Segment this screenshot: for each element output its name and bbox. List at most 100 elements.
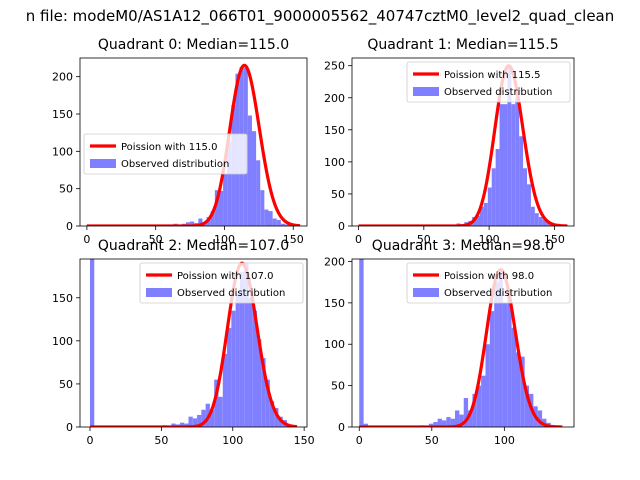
legend-label-observed: Observed distribution: [121, 159, 229, 170]
y-tick-label: 250: [324, 60, 345, 73]
histogram-bar: [476, 215, 480, 226]
histogram-bar: [515, 352, 521, 427]
subplot-quadrant-3: Quadrant 3: Median=98.0 0 50 100 0 50 100 150 20…: [324, 238, 575, 447]
histogram-bar: [218, 190, 224, 226]
histogram-bar: [363, 423, 368, 427]
y-tick-label: 100: [52, 145, 73, 158]
subplot-quadrant-2: Quadrant 2: Median=107.0 0 50 100 150 0 50 100 1…: [52, 238, 315, 447]
histogram-bar: [198, 218, 203, 226]
histogram-bar: [489, 311, 495, 427]
x-tick-label: 100: [479, 233, 500, 246]
histogram-bar: [251, 131, 257, 226]
histogram-bar: [179, 422, 185, 427]
histogram-bar: [534, 213, 539, 226]
x-tick-label: 50: [154, 434, 168, 447]
y-tick-label: 0: [66, 421, 73, 434]
y-tick-label: 100: [324, 338, 345, 351]
histogram-bar: [222, 353, 228, 427]
histogram-bar: [511, 104, 516, 226]
y-tick-label: 200: [324, 255, 345, 268]
y-tick-label: 0: [66, 220, 73, 233]
histogram-bar: [248, 297, 253, 427]
histogram-bar: [247, 115, 252, 226]
y-tick-label: 150: [52, 292, 73, 305]
histogram-bar: [538, 217, 543, 226]
legend-box: [83, 133, 248, 175]
histogram-bar: [503, 104, 508, 226]
histogram-bar: [472, 393, 477, 427]
legend-bar-swatch: [90, 159, 116, 168]
histogram-bar: [261, 358, 266, 427]
legend-label-observed: Observed distribution: [444, 87, 552, 98]
x-tick-label: 100: [222, 434, 243, 447]
histogram-bar: [223, 173, 228, 226]
histogram-bar: [264, 209, 269, 226]
histogram-bar: [171, 423, 176, 427]
poisson-fit-line: [358, 267, 564, 427]
y-tick-label: 50: [59, 183, 73, 196]
legend: Poission with 115.5 Observed distribution: [406, 61, 571, 103]
x-tick-label: 100: [494, 434, 515, 447]
y-tick-label: 150: [324, 124, 345, 137]
histogram-bar: [239, 271, 245, 427]
poisson-fit-line: [357, 64, 569, 226]
histogram-bar: [463, 398, 469, 427]
histogram-bar: [256, 160, 261, 226]
histogram-bar: [185, 222, 191, 226]
x-tick-label: 50: [149, 233, 163, 246]
histogram-bar: [479, 206, 484, 226]
legend: Poission with 115.0 Observed distribution: [83, 133, 248, 175]
histogram-bar: [483, 202, 488, 226]
histogram-bar: [437, 418, 442, 427]
y-tick-label: 200: [52, 71, 73, 84]
x-tick-label: 50: [417, 233, 431, 246]
x-tick-label: 0: [355, 233, 362, 246]
x-tick-label: 100: [214, 233, 235, 246]
axes-frame: [79, 57, 308, 227]
histogram-bar: [284, 224, 290, 226]
histogram-bar: [201, 409, 206, 427]
histogram-bar: [210, 211, 215, 226]
histogram-bar: [268, 211, 273, 226]
subplot-title: Quadrant 1: Median=115.5: [367, 37, 558, 53]
legend-label-observed: Observed distribution: [177, 288, 285, 299]
x-tick-label: 150: [283, 233, 304, 246]
histogram-bar: [359, 259, 364, 427]
histogram-bar: [494, 282, 499, 427]
histogram-bar: [231, 310, 236, 427]
histogram-bar: [546, 222, 551, 226]
histogram-bar: [441, 420, 447, 427]
subplot-title: Quadrant 2: Median=107.0: [98, 238, 289, 254]
histogram-bar: [89, 259, 95, 427]
histogram-bar: [523, 168, 527, 226]
histogram-bar: [244, 263, 249, 427]
legend-label-poisson: Poission with 98.0: [444, 271, 534, 282]
axes-frame: [79, 258, 308, 428]
histogram-bar: [530, 206, 535, 226]
histogram-bar: [276, 220, 281, 226]
histogram-bar: [227, 141, 232, 226]
legend-label-poisson: Poission with 115.5: [444, 70, 540, 81]
histogram-bar: [428, 423, 434, 427]
histogram-bars: [359, 259, 560, 427]
histogram-bar: [526, 184, 531, 226]
histogram-bar: [537, 410, 543, 427]
histogram-bar: [515, 97, 520, 226]
y-tick-label: 150: [324, 297, 345, 310]
subplot-quadrant-0: Quadrant 0: Median=115.0 0 50 100 150 0 50 100 1…: [52, 37, 308, 246]
histogram-bar: [542, 219, 547, 226]
histogram-bar: [209, 409, 215, 427]
histogram-bar: [274, 408, 279, 427]
y-tick-label: 100: [52, 335, 73, 348]
histogram-bar: [487, 187, 492, 226]
histogram-bar: [502, 302, 508, 427]
histogram-bars: [358, 65, 559, 226]
histogram-bar: [481, 375, 486, 427]
x-tick-label: 0: [356, 434, 363, 447]
legend-box: [406, 61, 571, 103]
histogram-bar: [468, 410, 473, 427]
y-tick-label: 0: [338, 220, 345, 233]
histogram-bar: [214, 190, 219, 226]
histogram-bar: [450, 418, 456, 427]
legend-label-poisson: Poission with 107.0: [177, 271, 273, 282]
